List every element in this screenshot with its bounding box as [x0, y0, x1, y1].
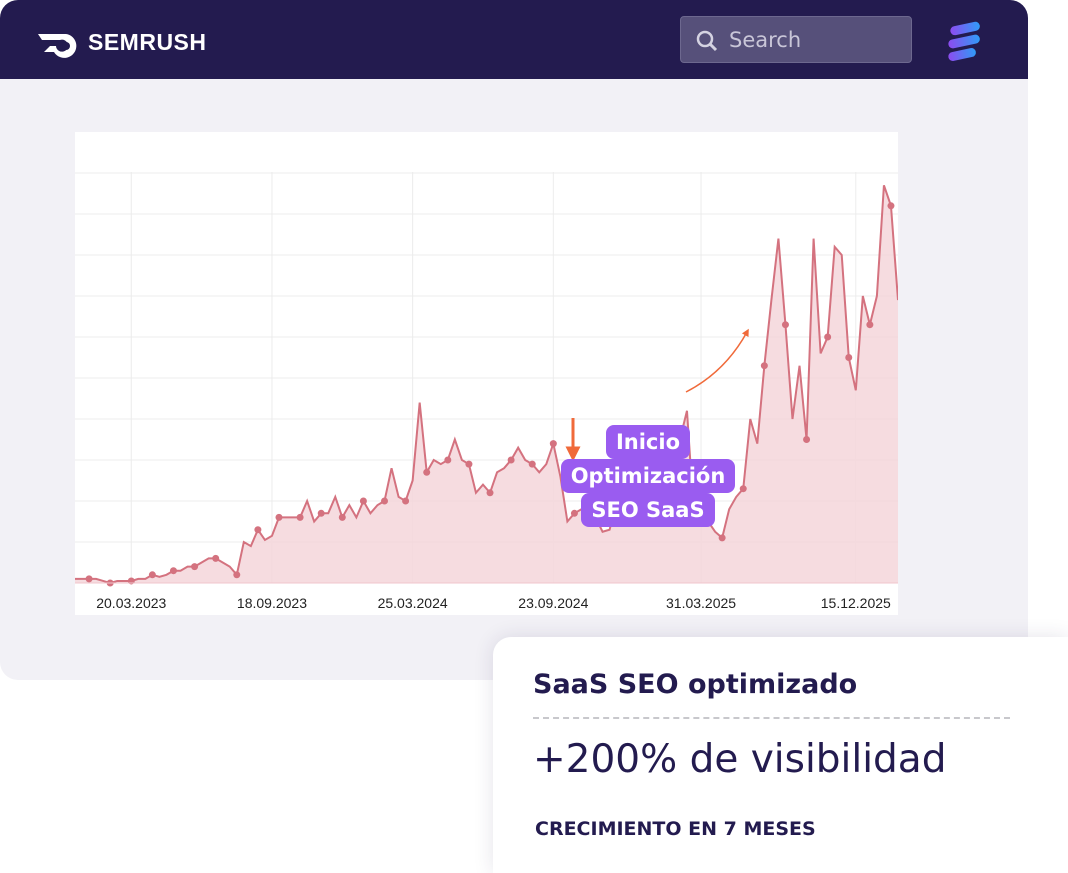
- point: [528, 460, 536, 468]
- point: [718, 534, 726, 542]
- app-icon[interactable]: [944, 20, 986, 64]
- trend-arrow: [685, 328, 749, 393]
- search-icon: [696, 30, 718, 52]
- point: [275, 513, 283, 521]
- point: [402, 497, 410, 505]
- x-tick-label: 23.09.2024: [518, 595, 588, 611]
- point: [148, 571, 156, 579]
- x-tick-label: 18.09.2023: [237, 595, 307, 611]
- annotation-line: Inicio: [605, 425, 691, 459]
- point: [191, 563, 199, 571]
- point: [824, 333, 832, 341]
- point: [233, 571, 241, 579]
- card-caption: CRECIMIENTO EN 7 MESES: [535, 818, 816, 840]
- point: [296, 513, 304, 521]
- point: [444, 456, 452, 464]
- x-tick-label: 25.03.2024: [378, 595, 448, 611]
- search-box[interactable]: Search: [680, 16, 912, 63]
- point: [169, 567, 177, 575]
- divider: [533, 717, 1010, 719]
- point: [338, 513, 346, 521]
- logo-icon: [38, 34, 77, 58]
- point: [845, 354, 853, 361]
- point: [781, 321, 789, 329]
- annotation-line: SEO SaaS: [581, 493, 715, 527]
- point: [85, 575, 93, 583]
- point: [212, 554, 220, 562]
- chart-container: 20.03.2023 18.09.2023 25.03.2024 23.09.2024…: [75, 132, 899, 615]
- app-panel: SEMRUSH Search 20.03.2023 18.09.2023 25.03…: [0, 0, 1028, 680]
- point: [887, 202, 895, 210]
- x-tick-label: 20.03.2023: [96, 595, 166, 611]
- x-tick-label: 15.12.2025: [821, 595, 891, 611]
- chart: 20.03.2023 18.09.2023 25.03.2024 23.09.2024…: [75, 172, 899, 611]
- x-tick-label: 31.03.2025: [666, 595, 736, 611]
- annotation: Inicio Optimización SEO SaaS: [543, 425, 753, 527]
- card-headline: +200% de visibilidad: [533, 737, 947, 782]
- point: [507, 456, 515, 464]
- card-title: SaaS SEO optimizado: [533, 669, 858, 700]
- point: [486, 489, 494, 497]
- header: SEMRUSH Search: [0, 0, 1028, 79]
- point: [254, 526, 262, 534]
- point: [359, 497, 367, 505]
- line: [75, 184, 899, 585]
- logo-text: SEMRUSH: [88, 29, 207, 55]
- point: [803, 436, 811, 443]
- search-placeholder: Search: [729, 28, 802, 52]
- point: [866, 321, 874, 329]
- point: [549, 440, 557, 448]
- area: [75, 185, 898, 584]
- point: [381, 497, 389, 505]
- point: [739, 485, 747, 493]
- point: [760, 362, 768, 370]
- point: [570, 509, 578, 517]
- point: [465, 460, 473, 468]
- point: [317, 509, 325, 517]
- result-card: SaaS SEO optimizado +200% de visibilidad…: [493, 637, 1068, 873]
- annotation-line: Optimización: [560, 459, 736, 493]
- point: [423, 468, 431, 476]
